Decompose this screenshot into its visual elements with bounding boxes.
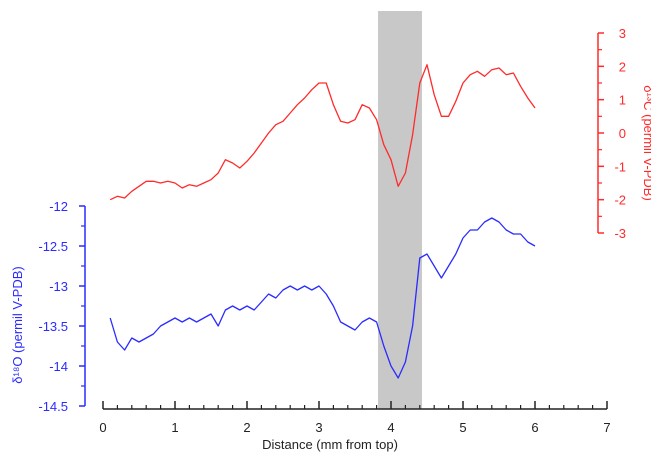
- right-y-axis: 3 2 1 0 -1 -2 -3: [597, 26, 626, 241]
- right-tick-label: -3: [614, 226, 626, 241]
- right-tick-label: 2: [619, 59, 626, 74]
- x-axis: 0 1 2 3 4 5 6 7: [99, 401, 611, 435]
- left-y-axis: -12 -12.5 -13 -13.5 -14 -14.5: [38, 199, 86, 414]
- series-layer: [109, 64, 536, 379]
- d18o-series-line: [109, 217, 536, 379]
- right-tick-label: -2: [614, 193, 626, 208]
- left-tick-label: -13.5: [38, 319, 68, 334]
- left-tick-label: -12: [49, 199, 68, 214]
- d13c-series-line: [109, 64, 536, 201]
- left-tick-label: -14: [49, 359, 68, 374]
- x-axis-title: Distance (mm from top): [262, 437, 398, 452]
- left-axis-title: δ¹⁸O (permil V-PDB): [10, 266, 25, 383]
- right-axis-title: δ¹³C (permil V-PDB): [641, 85, 651, 201]
- x-tick-label: 0: [99, 420, 106, 435]
- left-tick-label: -13: [49, 279, 68, 294]
- right-tick-label: 3: [619, 26, 626, 41]
- x-tick-label: 2: [243, 420, 250, 435]
- left-tick-label: -12.5: [38, 239, 68, 254]
- right-tick-label: 1: [619, 93, 626, 108]
- x-tick-label: 7: [603, 420, 610, 435]
- x-tick-label: 5: [459, 420, 466, 435]
- left-tick-label: -14.5: [38, 399, 68, 414]
- x-tick-label: 1: [171, 420, 178, 435]
- right-tick-label: -1: [614, 159, 626, 174]
- shaded-region: [378, 11, 422, 409]
- x-tick-label: 6: [531, 420, 538, 435]
- shaded-region-layer: [378, 11, 422, 409]
- right-tick-label: 0: [619, 126, 626, 141]
- x-tick-label: 4: [387, 420, 394, 435]
- x-tick-label: 3: [315, 420, 322, 435]
